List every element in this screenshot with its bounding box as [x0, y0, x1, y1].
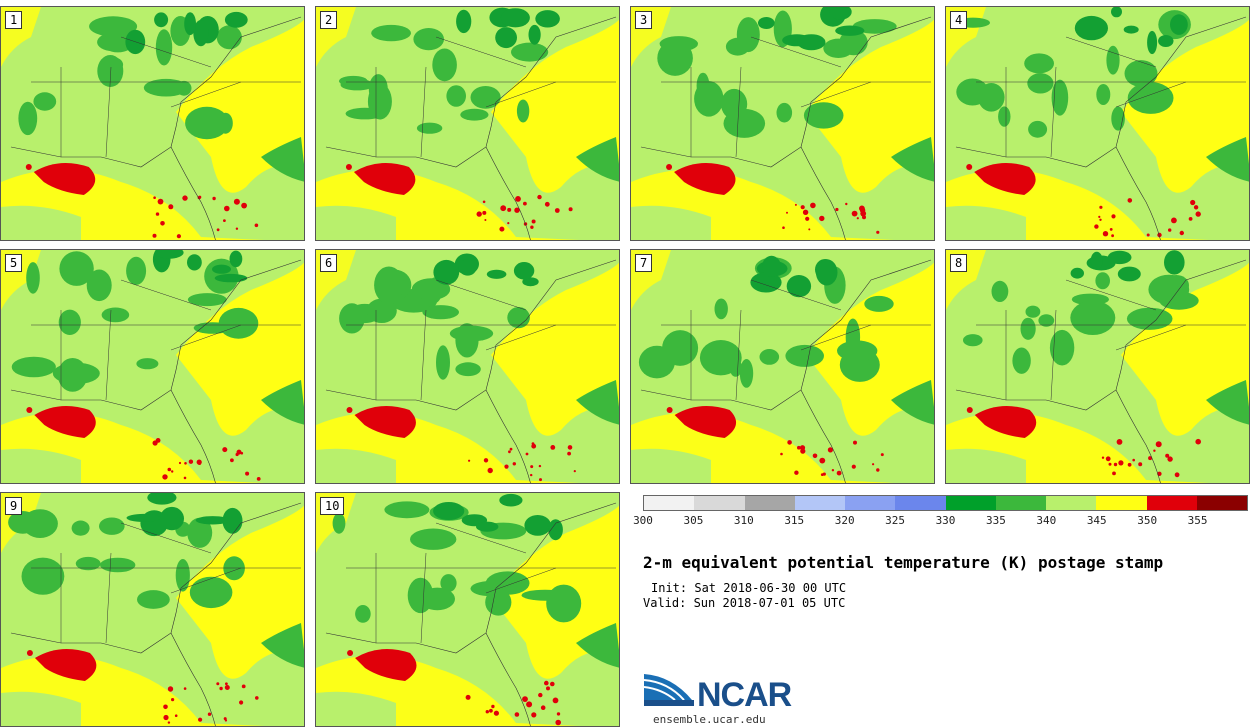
ncar-logo-text: NCAR — [697, 676, 792, 714]
valid-time: Valid: Sun 2018-07-01 05 UTC — [643, 596, 846, 610]
colorbar-swatch — [995, 496, 1046, 510]
map-field — [316, 250, 619, 483]
map-field — [631, 250, 934, 483]
map-panel: 4 — [945, 6, 1250, 241]
figure-title: 2-m equivalent potential temperature (K)… — [643, 553, 1164, 572]
init-time: Init: Sat 2018-06-30 00 UTC — [651, 581, 847, 595]
map-panel: 5 — [0, 249, 305, 484]
map-field — [946, 250, 1249, 483]
colorbar-swatch — [1096, 496, 1147, 510]
colorbar-ticks: 300 305 310 315 320 325 330 335 340 345 350 355 — [633, 514, 1260, 530]
member-number: 5 — [5, 254, 23, 272]
colorbar-swatch — [1196, 496, 1247, 510]
colorbar-tick-label: 330 — [935, 514, 956, 527]
colorbar-swatch — [794, 496, 845, 510]
member-number: 3 — [635, 11, 653, 29]
colorbar-swatch — [945, 496, 996, 510]
map-field — [316, 7, 619, 240]
map-panel: 2 — [315, 6, 620, 241]
colorbar-swatch — [644, 496, 695, 510]
map-field — [316, 493, 619, 726]
map-field — [946, 7, 1249, 240]
map-panel: 10 — [315, 492, 620, 727]
colorbar-tick-label: 335 — [985, 514, 1006, 527]
map-panel: 3 — [630, 6, 935, 241]
member-number: 9 — [5, 497, 23, 515]
colorbar-swatch — [694, 496, 745, 510]
member-number: 8 — [950, 254, 968, 272]
colorbar-tick-label: 305 — [683, 514, 704, 527]
colorbar-tick-label: 350 — [1137, 514, 1158, 527]
website-url[interactable]: ensemble.ucar.edu — [653, 713, 766, 726]
colorbar-tick-label: 315 — [784, 514, 805, 527]
colorbar — [643, 495, 1248, 511]
colorbar-tick-label: 355 — [1187, 514, 1208, 527]
colorbar-tick-label: 325 — [885, 514, 906, 527]
member-number: 4 — [950, 11, 968, 29]
colorbar-swatch — [1046, 496, 1097, 510]
colorbar-swatch — [895, 496, 946, 510]
colorbar-tick-label: 310 — [733, 514, 754, 527]
map-panel: 6 — [315, 249, 620, 484]
colorbar-tick-label: 340 — [1036, 514, 1057, 527]
map-panel: 1 — [0, 6, 305, 241]
member-number: 6 — [320, 254, 338, 272]
member-number: 7 — [635, 254, 653, 272]
colorbar-swatch — [744, 496, 795, 510]
map-field — [1, 250, 304, 483]
member-number: 2 — [320, 11, 338, 29]
colorbar-swatch — [845, 496, 896, 510]
colorbar-tick-label: 300 — [633, 514, 653, 527]
colorbar-tick-label: 345 — [1086, 514, 1107, 527]
map-panel: 8 — [945, 249, 1250, 484]
map-field — [1, 7, 304, 240]
map-panel: 7 — [630, 249, 935, 484]
ncar-logo-icon — [643, 674, 694, 706]
colorbar-tick-label: 320 — [834, 514, 855, 527]
map-panel: 9 — [0, 492, 305, 727]
member-number: 10 — [320, 497, 345, 515]
colorbar-swatch — [1146, 496, 1197, 510]
map-field — [1, 493, 304, 726]
map-field — [631, 7, 934, 240]
member-number: 1 — [5, 11, 23, 29]
